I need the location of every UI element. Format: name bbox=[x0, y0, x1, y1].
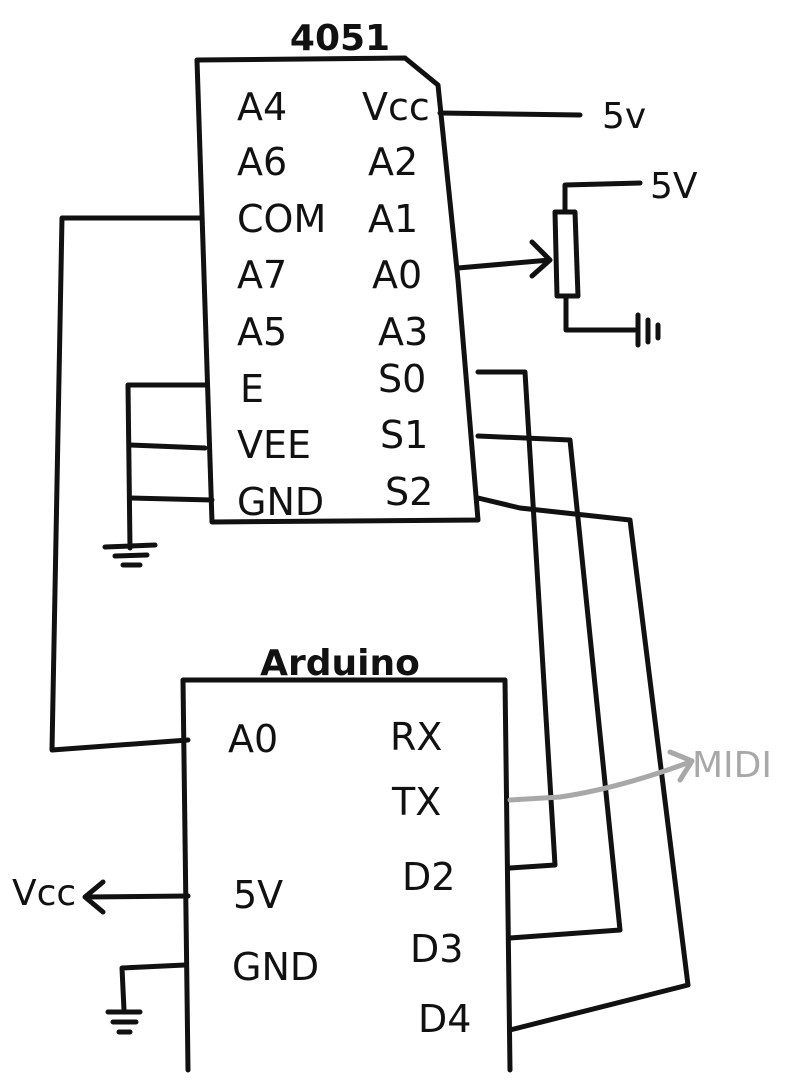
chip-ground-bus bbox=[102, 382, 215, 568]
pot-ground-symbol bbox=[635, 312, 661, 348]
chip-pin-s0: S0 bbox=[378, 357, 426, 401]
chip-pin-a4: A4 bbox=[237, 85, 287, 129]
chip-pin-s1: S1 bbox=[380, 413, 428, 457]
wire-tx-midi bbox=[507, 749, 695, 803]
chip-body bbox=[194, 55, 481, 525]
wire-gnd-gnd bbox=[127, 495, 215, 503]
arduino-pin-a0: A0 bbox=[228, 717, 278, 761]
wire-com-to-a0 bbox=[49, 215, 203, 753]
chip-pin-a2: A2 bbox=[368, 140, 418, 184]
arduino-body bbox=[180, 677, 513, 1073]
potentiometer: 5V bbox=[455, 166, 698, 348]
pot-bottom-wire bbox=[563, 293, 638, 333]
chip-pin-e: E bbox=[240, 367, 264, 411]
chip-pin-vcc: Vcc bbox=[362, 85, 430, 129]
arduino-pin-d4: D4 bbox=[418, 997, 471, 1041]
arduino-board: Arduino A0 5V GND RX TX D2 D3 D4 bbox=[180, 643, 513, 1073]
arduino-vcc-label: Vcc bbox=[12, 873, 76, 914]
arduino-pin-rx: RX bbox=[390, 715, 442, 759]
chip-pin-a6: A6 bbox=[237, 140, 287, 184]
wire-vee-gnd bbox=[127, 442, 208, 451]
pot-wiper-arrow bbox=[455, 239, 553, 279]
arduino-pin-5v: 5V bbox=[233, 873, 283, 917]
wire-s0-d2 bbox=[475, 369, 558, 871]
chip-4051: 4051 A4 A6 COM A7 A5 E VEE GND Vcc A2 A1… bbox=[194, 18, 481, 525]
wire-s2-d4 bbox=[475, 495, 691, 1033]
wire-arduino-gnd bbox=[119, 962, 188, 1013]
wire-5v-vcc bbox=[82, 879, 191, 915]
chip-pin-gnd: GND bbox=[237, 480, 324, 524]
arduino-pin-d3: D3 bbox=[410, 927, 463, 971]
chip-title: 4051 bbox=[290, 18, 390, 59]
chip-pin-vee: VEE bbox=[237, 423, 311, 467]
arduino-ground-symbol bbox=[105, 1009, 143, 1035]
wire-e-gnd bbox=[125, 382, 208, 551]
chip-pin-a1: A1 bbox=[368, 197, 418, 241]
chip-pin-a3: A3 bbox=[378, 310, 428, 354]
arduino-pin-tx: TX bbox=[391, 780, 441, 824]
chip-ground-symbol bbox=[102, 542, 158, 568]
chip-pin-a5: A5 bbox=[237, 310, 287, 354]
pot-resistor-body bbox=[552, 209, 581, 299]
arduino-pin-gnd: GND bbox=[232, 945, 319, 989]
midi-label: MIDI bbox=[692, 745, 772, 786]
chip-pin-s2: S2 bbox=[385, 470, 433, 514]
pot-supply-label: 5V bbox=[650, 166, 698, 207]
chip-vcc-supply-label: 5v bbox=[602, 96, 646, 137]
arduino-pin-d2: D2 bbox=[402, 855, 455, 899]
arduino-title: Arduino bbox=[260, 643, 420, 684]
wire-chip-vcc-5v bbox=[437, 110, 583, 118]
wire-s1-d3 bbox=[475, 433, 623, 941]
pot-top-wire bbox=[562, 180, 643, 215]
chip-pin-a0: A0 bbox=[372, 253, 422, 297]
chip-pin-com: COM bbox=[237, 197, 326, 241]
chip-pin-a7: A7 bbox=[237, 253, 287, 297]
